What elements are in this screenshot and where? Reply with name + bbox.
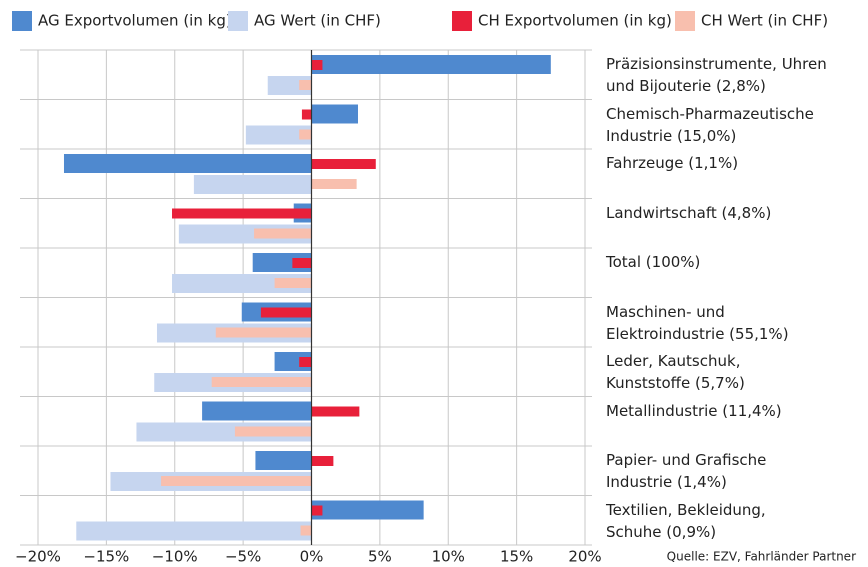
category-label: Maschinen- und Elektroindustrie (55,1%) bbox=[606, 302, 789, 343]
legend-swatch bbox=[452, 11, 472, 31]
legend-label: AG Exportvolumen (in kg) bbox=[38, 12, 232, 30]
legend-label: CH Exportvolumen (in kg) bbox=[478, 12, 672, 30]
bar bbox=[301, 109, 312, 120]
legend-label: CH Wert (in CHF) bbox=[701, 12, 828, 30]
category-label: Textilien, Bekleidung, Schuhe (0,9%) bbox=[606, 500, 766, 541]
bar bbox=[311, 456, 334, 466]
bar bbox=[311, 60, 323, 70]
bar bbox=[215, 327, 312, 338]
bar bbox=[299, 357, 312, 367]
x-tick-label: 5% bbox=[368, 548, 392, 566]
source-note: Quelle: EZV, Fahrländer Partner bbox=[667, 550, 856, 564]
x-tick-label: −20% bbox=[15, 548, 61, 566]
bar bbox=[311, 55, 551, 74]
category-label: Leder, Kautschuk, Kunststoffe (5,7%) bbox=[606, 352, 745, 392]
bar bbox=[311, 179, 357, 189]
bar bbox=[311, 159, 376, 169]
bar bbox=[254, 228, 312, 239]
x-tick-label: 0% bbox=[300, 548, 324, 566]
category-label: Metallindustrie (11,4%) bbox=[606, 401, 782, 420]
bar bbox=[172, 208, 312, 219]
legend-swatch bbox=[675, 11, 695, 31]
category-label: Landwirtschaft (4,8%) bbox=[606, 203, 772, 222]
bar bbox=[311, 505, 323, 516]
bar bbox=[234, 426, 312, 437]
x-tick-label: −10% bbox=[152, 548, 198, 566]
x-tick-label: 20% bbox=[568, 548, 601, 566]
bar bbox=[299, 80, 312, 90]
category-label: Fahrzeuge (1,1%) bbox=[606, 154, 739, 172]
bar bbox=[211, 377, 312, 387]
category-label: Präzisionsinstrumente, Uhren und Bijoute… bbox=[606, 55, 827, 95]
x-tick-label: −5% bbox=[225, 548, 261, 566]
bar bbox=[292, 258, 312, 268]
bar bbox=[299, 129, 312, 140]
category-label: Chemisch-Pharmazeutische Industrie (15,0… bbox=[606, 104, 814, 145]
legend-label: AG Wert (in CHF) bbox=[254, 12, 381, 30]
bar bbox=[300, 525, 312, 536]
bar bbox=[193, 175, 312, 194]
bar bbox=[63, 154, 312, 173]
bar bbox=[274, 278, 312, 288]
bar bbox=[245, 125, 312, 145]
bar bbox=[311, 500, 424, 520]
bar bbox=[311, 104, 358, 124]
bar bbox=[76, 521, 312, 541]
bar bbox=[260, 307, 312, 318]
legend-swatch bbox=[12, 11, 32, 31]
x-tick-label: 15% bbox=[500, 548, 533, 566]
x-tick-label: −15% bbox=[83, 548, 129, 566]
bar bbox=[255, 451, 312, 470]
bar bbox=[311, 406, 360, 417]
bar bbox=[161, 476, 312, 486]
legend-swatch bbox=[228, 11, 248, 31]
x-tick-label: 10% bbox=[432, 548, 465, 566]
category-label: Total (100%) bbox=[606, 253, 701, 271]
bar bbox=[202, 401, 312, 421]
category-label: Papier- und Grafische Industrie (1,4%) bbox=[606, 451, 767, 491]
